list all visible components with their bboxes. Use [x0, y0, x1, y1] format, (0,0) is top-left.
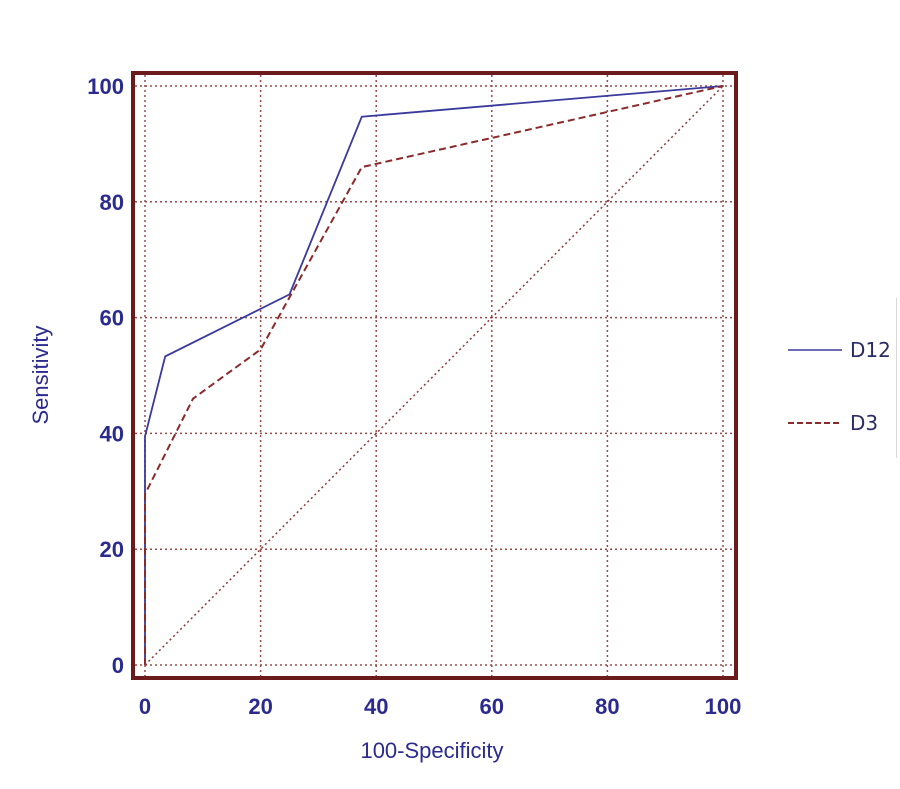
x-axis-ticks: 0 20 40 60 80 100	[139, 694, 741, 719]
legend-label-d12: D12	[850, 338, 891, 362]
x-axis-title: 100-Specificity	[360, 738, 503, 763]
x-tick-label: 40	[364, 694, 388, 719]
series-layer	[144, 85, 724, 666]
x-tick-label: 0	[139, 694, 151, 719]
legend-label-d3: D3	[850, 411, 878, 435]
x-tick-label: 20	[248, 694, 272, 719]
y-tick-label: 100	[87, 74, 124, 99]
plot-frame	[131, 71, 738, 680]
y-axis-title: Sensitivity	[28, 325, 53, 424]
legend: D12 D3	[788, 338, 891, 435]
y-axis-ticks: 0 20 40 60 80 100	[87, 74, 124, 678]
y-tick-label: 40	[100, 421, 124, 446]
x-tick-label: 80	[595, 694, 619, 719]
y-tick-label: 20	[100, 537, 124, 562]
series-line-d3	[144, 85, 724, 665]
y-tick-label: 80	[100, 190, 124, 215]
y-tick-label: 0	[112, 653, 124, 678]
x-tick-label: 60	[480, 694, 504, 719]
reference-diagonal-line	[144, 85, 724, 666]
series-line-d12	[144, 85, 724, 665]
edge-divider	[896, 298, 897, 458]
x-tick-label: 100	[705, 694, 742, 719]
y-tick-label: 60	[100, 306, 124, 331]
